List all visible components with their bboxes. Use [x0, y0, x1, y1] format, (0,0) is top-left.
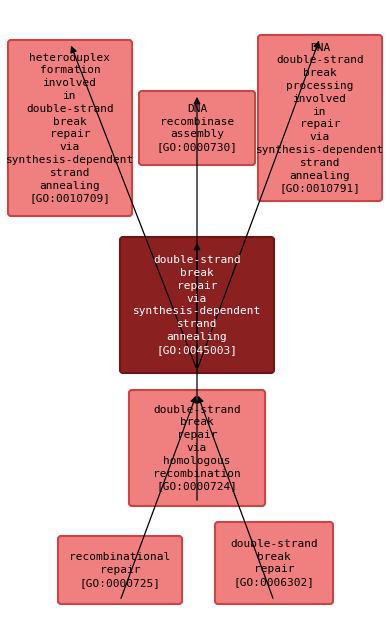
Text: recombinational
repair
[GO:0000725]: recombinational repair [GO:0000725]: [69, 552, 171, 588]
Text: DNA
recombinase
assembly
[GO:0000730]: DNA recombinase assembly [GO:0000730]: [156, 104, 238, 152]
FancyBboxPatch shape: [129, 390, 265, 506]
FancyBboxPatch shape: [215, 522, 333, 604]
FancyBboxPatch shape: [8, 40, 132, 216]
FancyBboxPatch shape: [258, 35, 382, 201]
FancyBboxPatch shape: [120, 237, 274, 373]
Text: heteroduplex
formation
involved
in
double-strand
break
repair
via
synthesis-depe: heteroduplex formation involved in doubl…: [6, 52, 134, 204]
Text: double-strand
break
repair
via
homologous
recombination
[GO:0000724]: double-strand break repair via homologou…: [153, 404, 241, 492]
Text: double-strand
break
repair
[GO:0006302]: double-strand break repair [GO:0006302]: [230, 539, 318, 587]
Text: double-strand
break
repair
via
synthesis-dependent
strand
annealing
[GO:0045003]: double-strand break repair via synthesis…: [133, 255, 261, 355]
Text: DNA
double-strand
break
processing
involved
in
repair
via
synthesis-dependent
st: DNA double-strand break processing invol…: [256, 42, 384, 193]
FancyBboxPatch shape: [58, 536, 182, 604]
FancyBboxPatch shape: [139, 91, 255, 165]
